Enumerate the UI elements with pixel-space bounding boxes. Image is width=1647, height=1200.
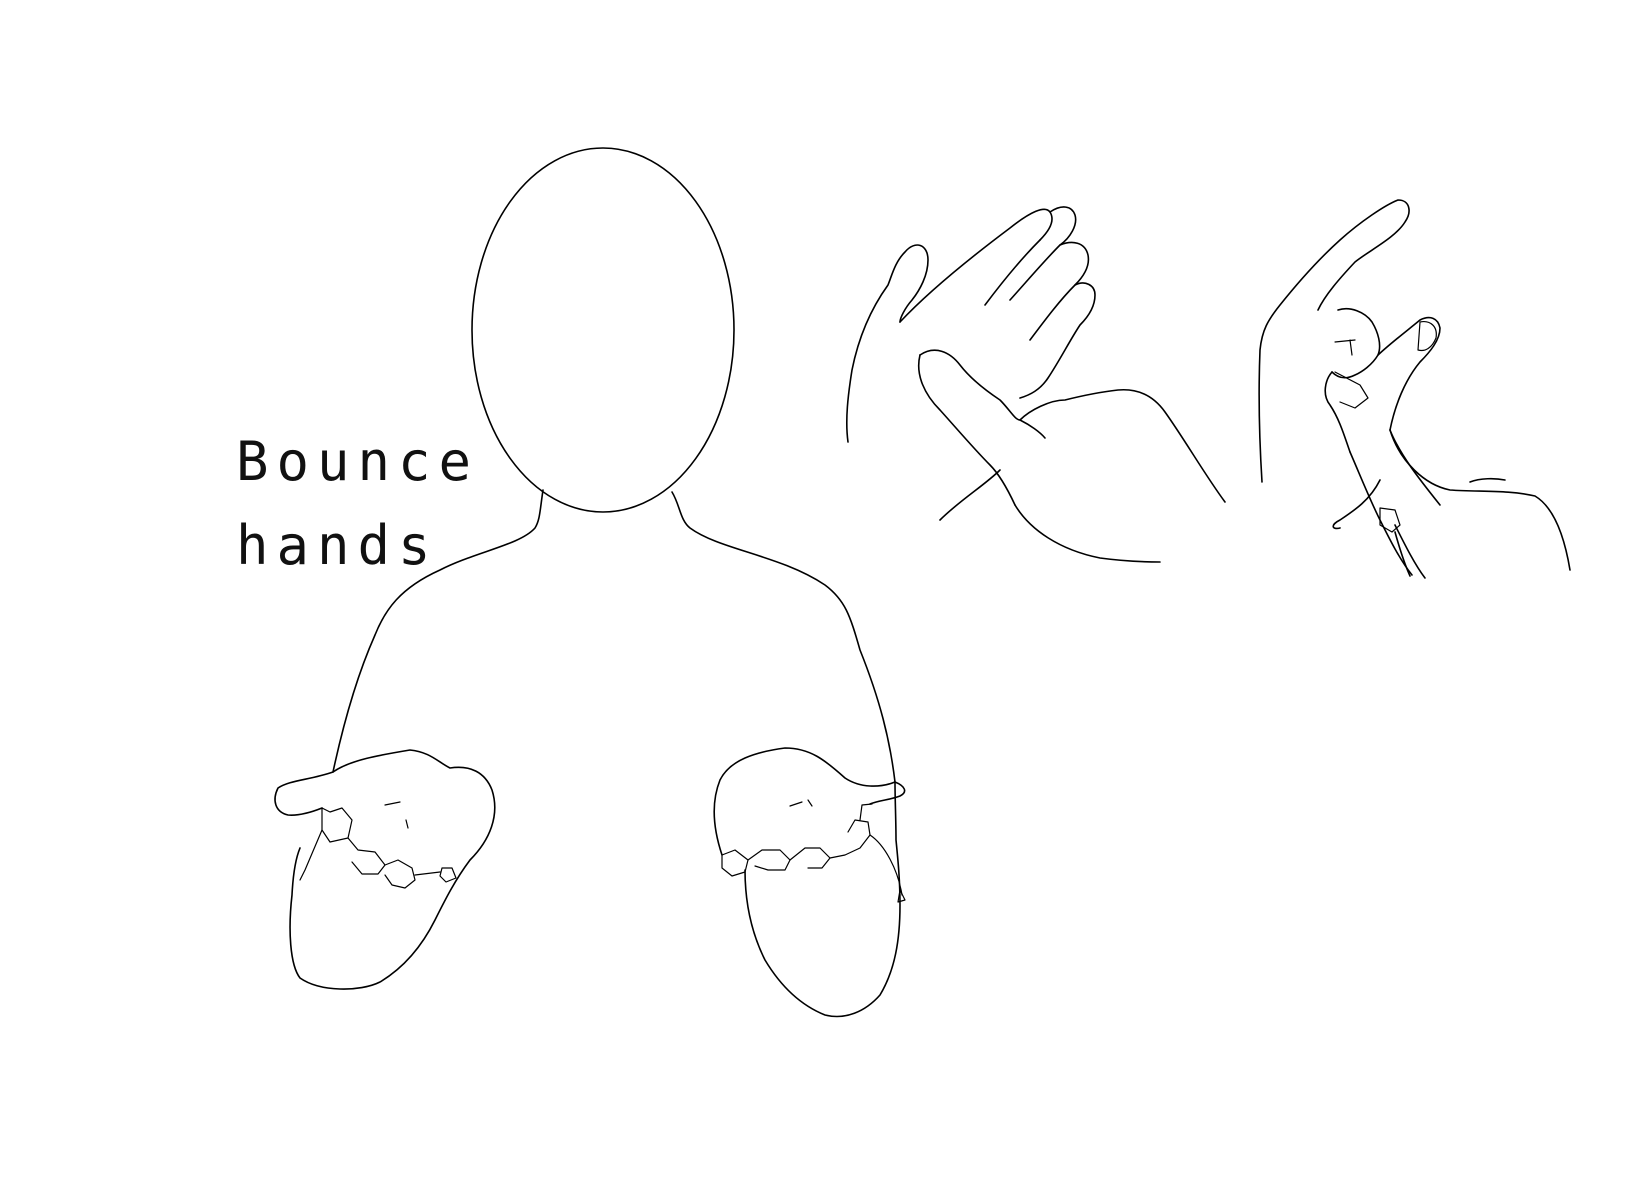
- head-outline: [471, 147, 735, 513]
- left-shoulder-outline: [332, 489, 544, 773]
- left-hand-icon: [274, 749, 496, 990]
- caption-line-2: hands: [236, 514, 439, 577]
- right-shoulder-outline: [671, 491, 896, 783]
- signer-body-icon: [274, 147, 906, 1018]
- open-palm-hand-icon: [846, 206, 1226, 563]
- pinch-hand-icon: [1258, 199, 1571, 579]
- caption-line-1: Bounce: [236, 430, 480, 493]
- right-hand-icon: [713, 747, 906, 1018]
- sign-caption: Bounce hands: [236, 420, 479, 588]
